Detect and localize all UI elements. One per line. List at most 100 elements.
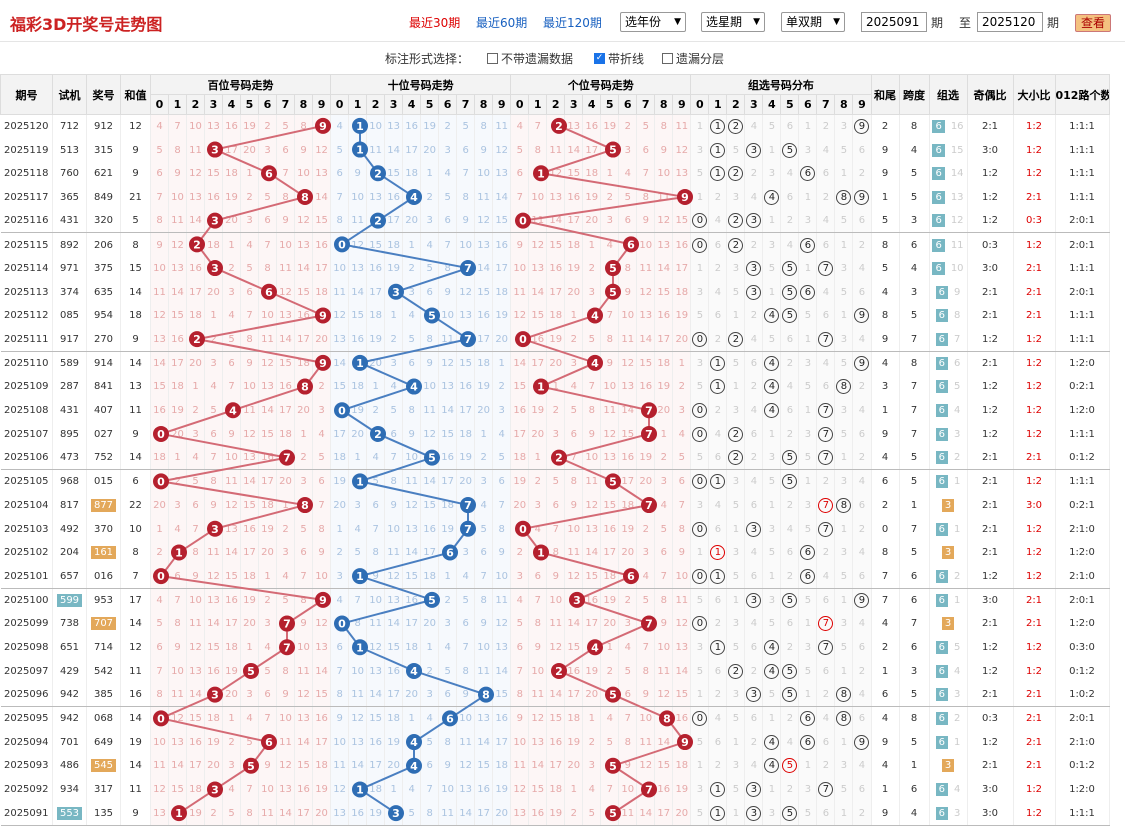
span-cell: 4 [899,138,930,162]
miss-value: 7 [600,777,620,802]
trial-number: 917 [59,333,80,345]
group-hit: 2 [726,422,746,447]
miss-value: 3 [510,564,530,589]
digit-header: 9 [492,94,512,115]
start-period-input[interactable]: 2025091 [861,12,927,32]
group-hit: 7 [816,635,836,660]
span-cell: 7 [899,398,930,423]
win-number: 206 [93,239,114,251]
period-cell: 2025106 [0,446,53,471]
trial-cell: 429 [52,659,87,683]
miss-value: 6 [312,469,332,494]
weekday-select[interactable]: 选星期 ▼ [701,12,765,32]
miss-value: 11 [618,801,638,826]
miss-value: 14 [546,683,566,708]
miss-value: 1 [492,351,512,376]
miss-value: 5 [654,517,674,541]
miss-value: 5 [564,398,584,423]
miss-value: 13 [600,446,620,471]
digit-header: 3 [564,94,584,115]
miss-value: 14 [402,540,422,565]
miss-value: 5 [402,327,422,352]
miss-value: 11 [636,256,656,281]
miss-value: 11 [366,611,386,636]
year-select[interactable]: 选年份 ▼ [620,12,686,32]
bs-cell: 1:2 [1013,777,1056,802]
miss-value: 14 [186,209,205,234]
miss-value: 1 [330,517,350,541]
miss-value: 14 [582,540,602,565]
mod-cell: 1:2:0 [1055,398,1110,423]
miss-value: 16 [420,517,440,541]
hit-ball [582,351,602,376]
win-number: 877 [90,498,117,512]
end-period-input[interactable]: 2025120 [977,12,1043,32]
miss-value: 11 [168,683,187,708]
group-miss: 6 [780,611,800,636]
miss-value: 16 [222,588,241,612]
miss-value: 13 [204,588,223,612]
group-hit: 1 [708,114,728,139]
miss-value: 9 [312,540,332,565]
oe-cell: 2:1 [967,446,1014,471]
miss-value: 15 [654,754,674,778]
group-miss: 5 [690,375,710,399]
sum-cell: 8 [120,232,151,257]
odd-even-select[interactable]: 单双期 ▼ [781,12,845,32]
miss-value: 20 [492,801,512,826]
group-hit: 3 [744,256,764,281]
win-number: 545 [90,759,117,773]
group-hit: 1 [708,469,728,494]
miss-value: 20 [258,540,277,565]
group-miss: 3 [834,754,854,778]
miss-value: 12 [492,138,512,162]
miss-value: 18 [366,304,386,328]
miss-value: 11 [672,588,692,612]
trial-number: 934 [59,784,80,796]
digit-header: 1 [528,94,548,115]
miss-value: 7 [384,446,404,471]
group-miss: 3 [762,517,782,541]
miss-value: 2 [600,185,620,210]
miss-value: 19 [492,777,512,802]
miss-value: 8 [456,659,476,683]
recent-30-link[interactable]: 最近30期 [409,16,461,30]
miss-value: 10 [348,185,368,210]
trial-cell: 589 [52,351,87,376]
tail-cell: 9 [871,801,900,826]
no-miss-checkbox[interactable]: 不带遗漏数据 [487,50,573,67]
table-row: 2025108 431 407 11 16 19 2 5 11 14 17 20 3 19 2 5 8 11 14 1… [0,398,1110,423]
miss-value: 8 [240,327,259,352]
win-cell: 707 [86,611,121,636]
trial-cell: 287 [52,375,87,399]
miss-value: 10 [600,375,620,399]
miss-value: 6 [330,161,350,186]
tail-cell: 9 [871,138,900,162]
win-cell: 912 [86,114,121,139]
digit-header: 5 [600,94,620,115]
miss-value: 8 [258,256,277,281]
miss-value: 1 [204,304,223,328]
miss-value: 17 [600,540,620,565]
recent-60-link[interactable]: 最近60期 [476,16,528,30]
search-button[interactable]: 查看 [1075,14,1111,32]
miss-layer-checkbox[interactable]: 遗漏分层 [662,50,724,67]
group-miss: 3 [726,611,746,636]
polyline-checkbox[interactable]: ✓ 带折线 [594,52,645,66]
recent-120-link[interactable]: 最近120期 [543,16,602,30]
group-miss: 3 [798,138,818,162]
group-miss: 1 [798,398,818,423]
mod-cell: 2:0:1 [1055,706,1110,731]
period-cell: 2025118 [0,161,53,186]
oe-cell: 1:2 [967,161,1014,186]
miss-value: 11 [582,469,602,494]
group-miss: 5 [726,351,746,376]
group-miss: 1 [690,114,710,139]
miss-value: 16 [402,114,422,139]
miss-value: 15 [528,777,548,802]
group-miss: 6 [852,280,872,304]
group-miss: 2 [852,232,872,257]
mod-cell: 1:0:2 [1055,683,1110,708]
miss-value: 14 [510,351,530,376]
mod-cell: 2:0:1 [1055,209,1110,234]
